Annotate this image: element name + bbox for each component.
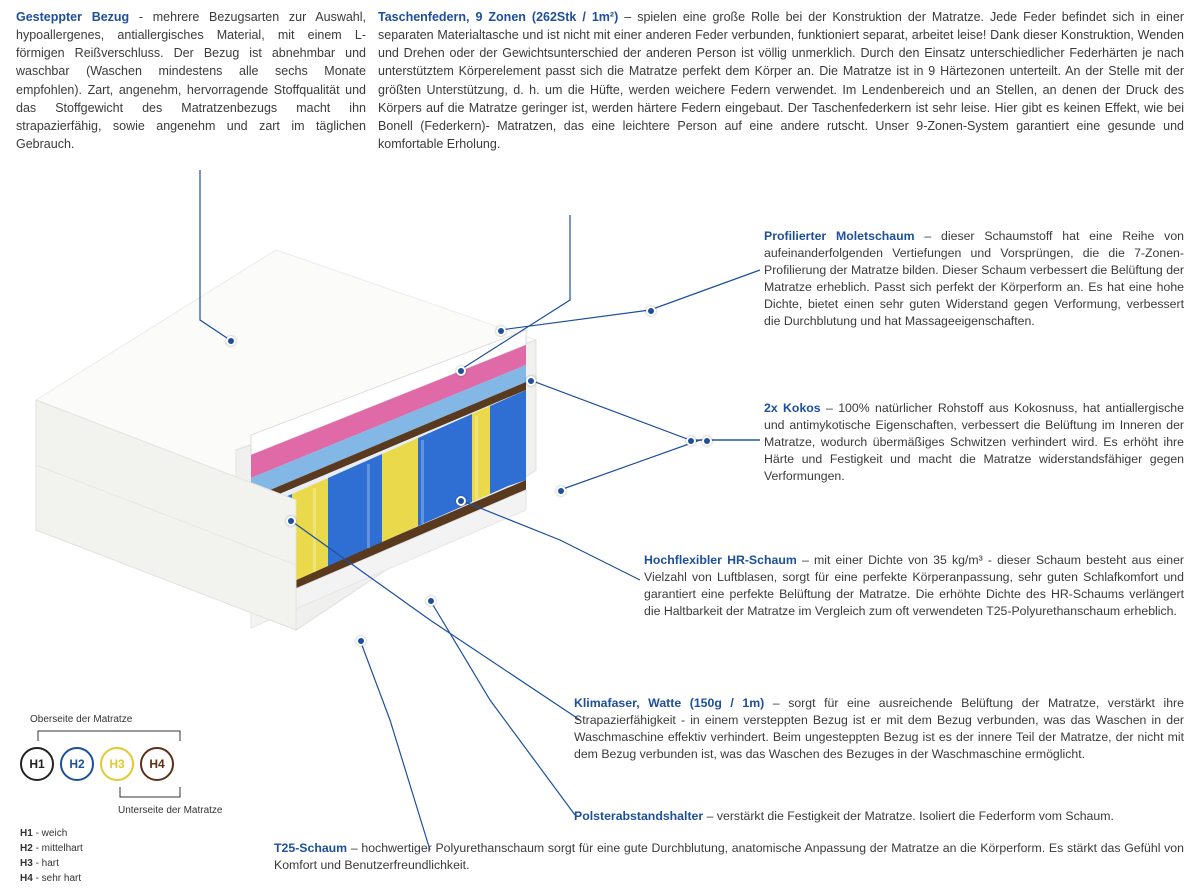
callout-dot: [702, 436, 712, 446]
legend-key: H1 - weich H2 - mittelhart H3 - hart H4 …: [20, 826, 280, 886]
section-molet: Profilierter Moletschaum – dieser Schaum…: [764, 228, 1184, 330]
hardness-legend: Oberseite der Matratze H1 H2 H3 H4 Unter…: [20, 714, 280, 886]
hardness-h1-icon: H1: [20, 747, 54, 781]
title-t25: T25-Schaum: [274, 841, 347, 855]
hardness-h3-icon: H3: [100, 747, 134, 781]
title-springs: Taschenfedern, 9 Zonen (262Stk / 1m²): [378, 10, 618, 24]
callout-dot: [526, 376, 536, 386]
mattress-cutaway-illustration: [16, 210, 556, 640]
section-cover: Gesteppter Bezug - mehrere Bezugsarten z…: [16, 8, 366, 153]
body-kokos: – 100% natürlicher Rohstoff aus Kokosnus…: [764, 401, 1184, 483]
section-hr: Hochflexibler HR-Schaum – mit einer Dich…: [644, 552, 1184, 620]
title-cover: Gesteppter Bezug: [16, 10, 129, 24]
section-polster: Polsterabstandshalter – verstärkt die Fe…: [574, 808, 1184, 825]
section-klima: Klimafaser, Watte (150g / 1m) – sorgt fü…: [574, 695, 1184, 763]
callout-dot: [556, 486, 566, 496]
hardness-h2-icon: H2: [60, 747, 94, 781]
callout-dot: [646, 306, 656, 316]
title-kokos: 2x Kokos: [764, 401, 821, 415]
title-polster: Polsterabstandshalter: [574, 809, 703, 823]
section-t25: T25-Schaum – hochwertiger Polyurethansch…: [274, 840, 1184, 874]
hardness-h4-icon: H4: [140, 747, 174, 781]
callout-dot: [226, 336, 236, 346]
title-molet: Profilierter Moletschaum: [764, 229, 915, 243]
body-t25: – hochwertiger Polyurethanschaum sorgt f…: [274, 841, 1184, 872]
body-molet: – dieser Schaumstoff hat eine Reihe von …: [764, 229, 1184, 328]
body-springs: – spielen eine große Rolle bei der Konst…: [378, 10, 1184, 151]
callout-dot: [456, 496, 466, 506]
title-klima: Klimafaser, Watte (150g / 1m): [574, 696, 764, 710]
legend-bottom-label: Unterseite der Matratze: [118, 805, 280, 816]
callout-dot: [426, 596, 436, 606]
legend-top-label: Oberseite der Matratze: [30, 714, 280, 725]
section-springs: Taschenfedern, 9 Zonen (262Stk / 1m²) – …: [378, 8, 1184, 153]
callout-dot: [456, 366, 466, 376]
callout-dot: [686, 436, 696, 446]
body-cover: - mehrere Bezugsarten zur Auswahl, hypoa…: [16, 10, 366, 151]
callout-dot: [496, 326, 506, 336]
callout-dot: [356, 636, 366, 646]
section-kokos: 2x Kokos – 100% natürlicher Rohstoff aus…: [764, 400, 1184, 485]
title-hr: Hochflexibler HR-Schaum: [644, 553, 797, 567]
body-polster: – verstärkt die Festigkeit der Matratze.…: [703, 809, 1114, 823]
callout-dot: [286, 516, 296, 526]
